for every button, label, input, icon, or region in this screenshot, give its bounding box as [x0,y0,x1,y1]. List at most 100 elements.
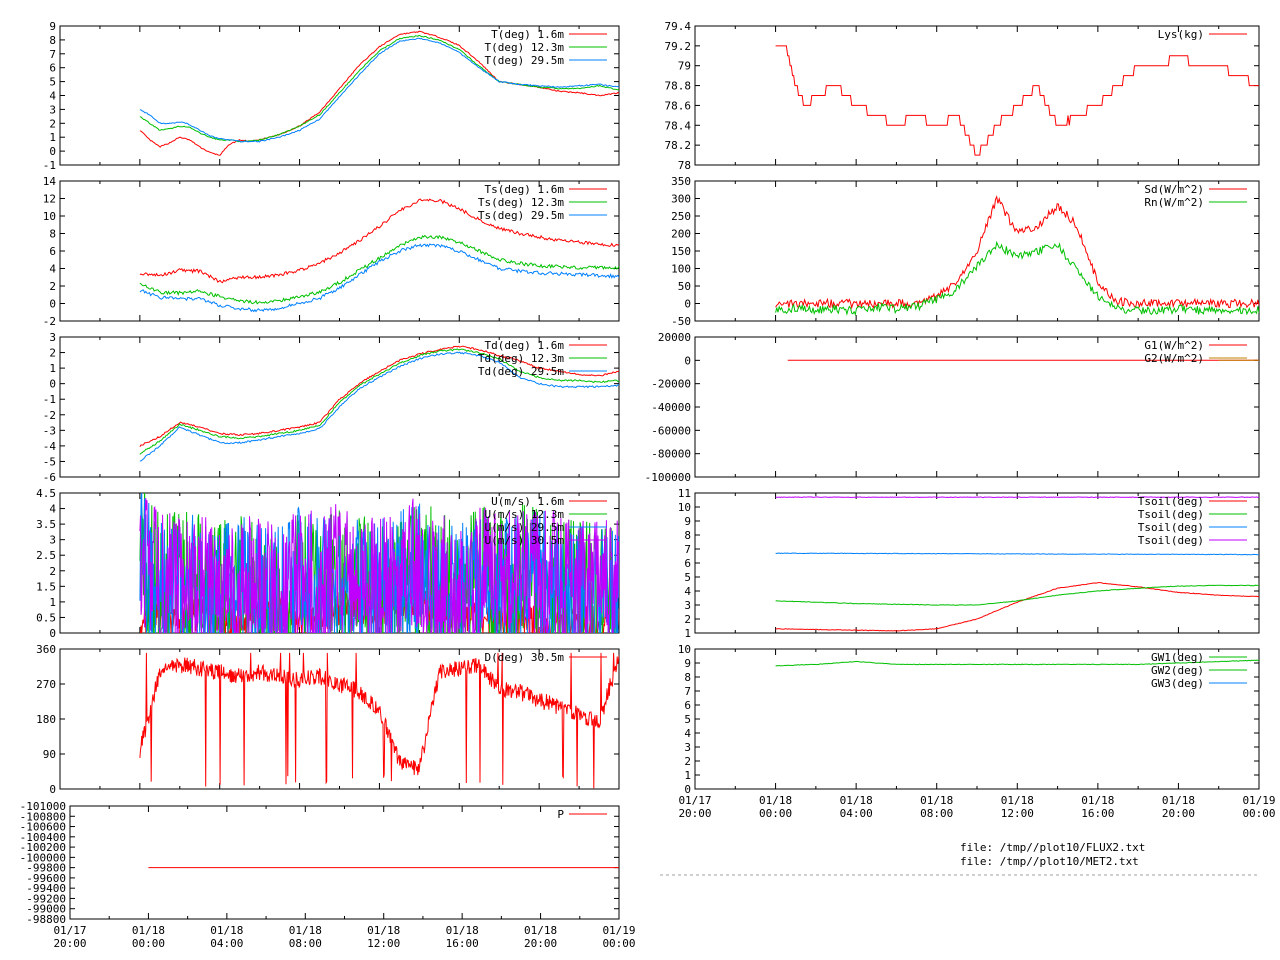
legend-label: T(deg) 1.6m [491,28,564,41]
panel-u: 4.5 4 3.5 3 2.5 2 1.5 1 0.5 0 U(m/s) 1.6mU(m/s) 12… [36,487,620,640]
legend-label: D(deg) 30.5m [485,651,565,664]
x-tick-label: 20:00 [524,937,557,950]
y-tick-label: -2 [43,315,56,328]
y-tick-label: -98800 [26,913,66,926]
x-tick-label: 08:00 [289,937,322,950]
series-line [139,498,619,633]
legend-label: P [557,808,564,821]
y-tick-label: 360 [36,643,56,656]
series-line [139,345,619,447]
legend-label: U(m/s) 29.5m [485,521,565,534]
y-tick-label: -1 [43,393,56,406]
y-tick-label: -50 [671,315,691,328]
y-tick-label: 2 [684,613,691,626]
x-tick-label: 01/17 [678,794,711,807]
y-tick-label: -2 [43,409,56,422]
y-tick-label: 200 [671,228,691,241]
series-line [139,652,619,789]
legend-label: Tsoil(deg) [1138,521,1204,534]
legend-label: T(deg) 12.3m [485,41,565,54]
legend-label: GW1(deg) [1151,651,1204,664]
plot-frame [694,25,1260,166]
x-tick-label: 04:00 [210,937,243,950]
y-tick-label: -20000 [651,378,691,391]
series-line [139,351,619,462]
y-tick-label: 4 [49,503,56,516]
y-tick-label: 1 [49,362,56,375]
y-tick-label: 2 [49,117,56,130]
y-tick-label: 9 [49,20,56,33]
series-line [139,243,619,313]
y-tick-label: 100 [671,263,691,276]
series-line [139,37,619,143]
legend-label: Ts(deg) 29.5m [478,209,564,222]
y-tick-label: 3 [49,103,56,116]
y-tick-label: 180 [36,713,56,726]
y-tick-label: 4 [684,585,691,598]
y-tick-label: 6 [684,557,691,570]
x-tick-label: 01/17 [53,924,86,937]
y-tick-label: 8 [49,228,56,241]
x-tick-label: 20:00 [1162,807,1195,820]
x-tick-label: 00:00 [602,937,635,950]
file-label: file: /tmp//plot10/FLUX2.txt [960,841,1145,854]
legend-label: G1(W/m^2) [1144,339,1204,352]
file-label: file: /tmp//plot10/MET2.txt [960,855,1139,868]
series-line [775,45,1259,156]
y-tick-label: 4 [49,90,56,103]
x-tick-label: 01/18 [367,924,400,937]
y-tick-label: 78 [678,159,691,172]
y-tick-label: -99200 [26,892,66,905]
y-tick-label: 90 [43,748,56,761]
series-line [139,234,619,305]
series-line [139,198,619,284]
x-tick-label: 01/18 [1162,794,1195,807]
legend-label: U(m/s) 30.5m [485,534,565,547]
y-tick-label: 250 [671,210,691,223]
legend-label: Td(deg) 12.3m [478,352,564,365]
y-tick-label: -100800 [20,810,66,823]
legend-label: Td(deg) 1.6m [485,339,565,352]
y-tick-label: 0 [49,627,56,640]
y-tick-label: 0 [684,783,691,796]
y-tick-label: 2 [49,565,56,578]
y-tick-label: 79 [678,60,691,73]
legend-label: Tsoil(deg) [1138,495,1204,508]
x-tick-label: 01/18 [1081,794,1114,807]
y-tick-label: 78.8 [665,80,692,93]
panel-d: 360 270 180 90 0 D(deg) 30.5m [36,643,620,796]
y-tick-label: 0 [49,298,56,311]
y-tick-label: 1 [49,596,56,609]
y-tick-label: 6 [49,245,56,258]
y-tick-label: 0 [684,298,691,311]
x-tick-label: 01/18 [446,924,479,937]
legend-label: GW3(deg) [1151,677,1204,690]
series-line [775,659,1259,667]
y-tick-label: -99600 [26,872,66,885]
y-tick-label: 7 [684,685,691,698]
legend-label: Sd(W/m^2) [1144,183,1204,196]
y-tick-label: 0.5 [36,611,56,624]
x-tick-label: 20:00 [678,807,711,820]
y-tick-label: 20000 [658,331,691,344]
y-tick-label: 9 [684,657,691,670]
y-tick-label: 0 [684,354,691,367]
y-tick-label: 79.4 [665,20,692,33]
x-tick-label: 01/18 [524,924,557,937]
y-tick-label: -100000 [645,471,691,484]
y-tick-label: 0 [49,783,56,796]
series-line [775,584,1259,606]
legend-label: Lys(kg) [1158,28,1204,41]
panel-tsoil: 1110987654321Tsoil(deg)Tsoil(deg)Tsoil(d… [678,487,1260,640]
y-tick-label: 5 [49,76,56,89]
y-tick-label: 5 [684,713,691,726]
legend-label: T(deg) 29.5m [485,54,565,67]
series-line [775,240,1259,317]
y-tick-label: 1 [684,769,691,782]
y-tick-label: 270 [36,678,56,691]
x-tick-label: 16:00 [446,937,479,950]
y-tick-label: -100600 [20,821,66,834]
